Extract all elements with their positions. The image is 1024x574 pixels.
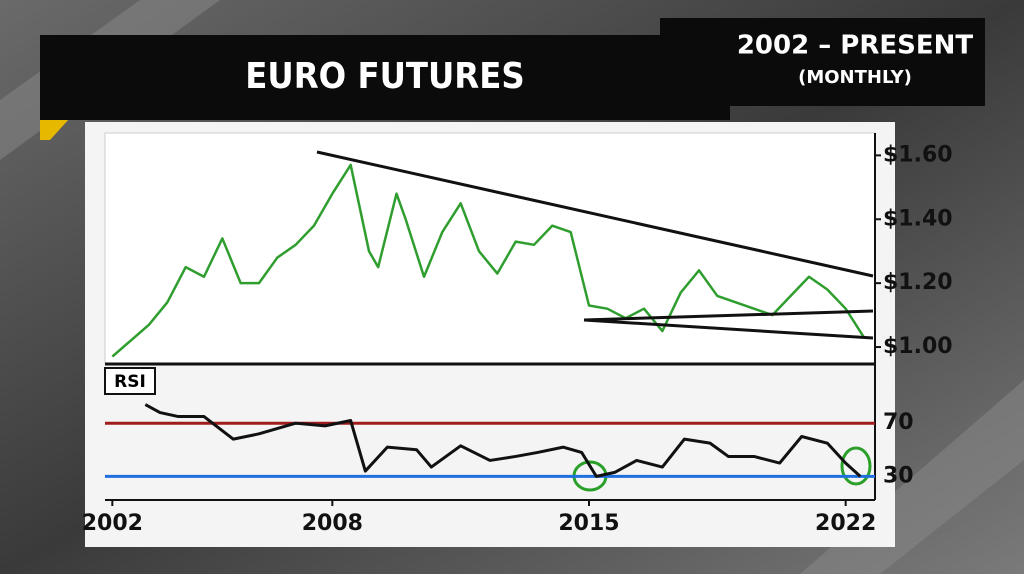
y-tick-label: 30 (883, 463, 914, 488)
title-banner (40, 35, 730, 120)
rsi-label: RSI (114, 372, 146, 392)
range-box (660, 18, 985, 106)
y-tick-label: $1.60 (883, 142, 953, 167)
rsi-label-box (104, 367, 156, 395)
y-tick-label: $1.40 (883, 206, 953, 231)
interval: (MONTHLY) (798, 67, 912, 88)
data-line (144, 403, 862, 478)
highlight-circle (840, 446, 872, 486)
y-tick-label: $1.20 (883, 270, 953, 295)
x-tick-label: 2008 (302, 511, 363, 536)
range: 2002 – PRESENT (737, 31, 974, 61)
y-tick-label: 70 (883, 410, 914, 435)
data-line (111, 163, 866, 358)
title: EURO FUTURES (245, 56, 524, 97)
trend-lines (316, 150, 874, 340)
price-plot (104, 132, 876, 364)
x-tick-label: 2002 (82, 511, 143, 536)
x-tick-label: 2015 (558, 511, 619, 536)
accent (40, 118, 70, 140)
y-tick-label: $1.00 (883, 334, 953, 359)
x-tick-label: 2022 (815, 511, 876, 536)
